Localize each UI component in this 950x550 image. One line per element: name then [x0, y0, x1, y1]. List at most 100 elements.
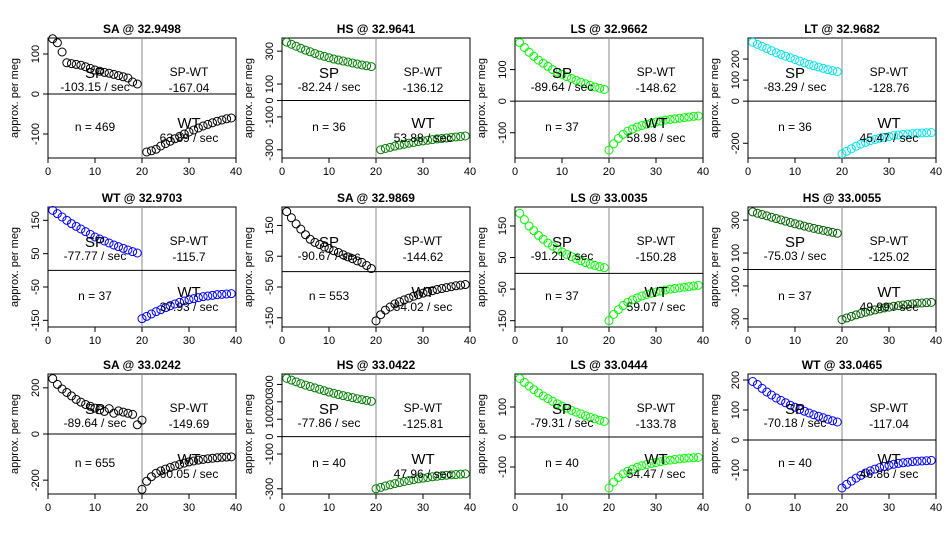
wt-point: [642, 289, 652, 299]
wt-point: [418, 473, 428, 483]
y-tick-label: 100: [497, 60, 509, 78]
y-tick-label: -50: [497, 281, 509, 297]
wt-point: [856, 309, 866, 319]
y-tick-label: 100: [30, 45, 42, 63]
sp-point: [767, 212, 776, 222]
sp-point: [804, 408, 814, 418]
x-tick-label: 40: [697, 335, 709, 347]
sp-point: [552, 399, 562, 409]
wt-point: [212, 453, 222, 463]
wt-point: [846, 144, 856, 154]
sp-point: [343, 57, 353, 67]
wt-point: [217, 115, 227, 125]
wt-point: [390, 479, 400, 489]
sp-point: [128, 409, 138, 419]
sp-point: [781, 216, 791, 226]
sp-point: [95, 405, 105, 415]
wt-point: [208, 118, 217, 128]
sp-point: [595, 83, 605, 93]
wt-point: [889, 301, 899, 311]
sp-point: [286, 213, 296, 223]
wt-point: [632, 122, 642, 132]
wt-point: [456, 469, 466, 479]
wt-point: [437, 471, 447, 481]
sp-point: [114, 242, 123, 252]
sp-point: [282, 373, 292, 383]
x-tick-label: 30: [183, 166, 195, 178]
y-tick-label: -150: [30, 309, 42, 331]
sp-point: [571, 75, 581, 85]
sp-point: [71, 221, 81, 231]
y-tick-label: 0: [730, 266, 742, 272]
sp-label: SP: [785, 234, 805, 251]
wt-point: [423, 472, 433, 482]
wt-rate: 45.47 / sec: [860, 131, 919, 145]
sp-point: [581, 79, 590, 89]
sp-point: [781, 51, 791, 61]
sp-point: [90, 232, 100, 242]
wt-point: [156, 466, 166, 476]
sp-point: [757, 210, 767, 220]
x-tick-label: 30: [417, 166, 429, 178]
x-tick-label: 0: [512, 502, 518, 514]
sp-point: [67, 219, 76, 229]
sp-point: [771, 393, 781, 403]
wt-point: [893, 130, 903, 140]
wt-point: [851, 141, 861, 151]
panel-12: WT @ 33.0465 0 10 20 30 40 -100 0 100 200 approx. …: [709, 358, 942, 514]
y-tick-label: -200: [730, 132, 742, 154]
sp-point: [548, 396, 558, 406]
wt-point: [922, 128, 932, 138]
wt-point: [226, 113, 236, 123]
wt-point: [861, 137, 870, 147]
panel-title: LT @ 32.9682: [804, 22, 880, 36]
y-tick-label: 100: [730, 71, 742, 89]
sp-point: [52, 38, 62, 48]
wt-point: [390, 299, 400, 309]
y-tick-label: -100: [264, 443, 276, 465]
wt-point: [875, 304, 885, 314]
wt-point: [865, 136, 875, 146]
sp-point: [76, 224, 86, 234]
sp-point: [581, 411, 590, 421]
wt-point: [842, 146, 852, 156]
sp-point: [571, 254, 581, 264]
wt-point: [446, 132, 456, 142]
wt-rate: 53.88 / sec: [394, 131, 453, 145]
sp-point: [282, 207, 292, 217]
sp-rate: -79.31 / sec: [531, 416, 594, 430]
wt-point: [660, 285, 670, 295]
wt-rate: 63.89 / sec: [160, 131, 219, 145]
wt-point: [670, 283, 680, 293]
sp-point: [118, 243, 128, 253]
wt-point: [175, 459, 185, 469]
x-tick-label: 0: [279, 335, 285, 347]
x-tick-label: 10: [789, 502, 801, 514]
wt-point: [851, 473, 861, 483]
sp-label: SP: [785, 65, 805, 82]
sp-point: [362, 395, 372, 405]
panel-3: LS @ 32.9662 0 10 20 30 40 -100 0 100 approx. per…: [476, 22, 709, 178]
y-tick-label: -300: [730, 308, 742, 330]
wt-point: [917, 128, 927, 138]
sp-point: [566, 405, 576, 415]
sp-point: [301, 230, 310, 240]
x-tick-label: 40: [697, 166, 709, 178]
wt-point: [456, 131, 466, 141]
sp-point: [352, 394, 362, 404]
sp-point: [48, 205, 58, 215]
sp-point: [534, 388, 543, 398]
sp-rate: -89.64 / sec: [64, 416, 127, 430]
sp-point: [109, 69, 119, 79]
wt-point: [380, 481, 390, 491]
wt-point: [917, 298, 927, 308]
sp-point: [585, 259, 595, 269]
sp-point: [809, 61, 819, 71]
sp-point: [529, 385, 539, 395]
spwt-label: SP-WT: [404, 65, 443, 79]
wt-point: [637, 120, 647, 130]
sp-point: [333, 248, 343, 258]
y-tick-label: 50: [497, 251, 509, 263]
sp-point: [776, 395, 786, 405]
sp-point: [357, 395, 367, 405]
